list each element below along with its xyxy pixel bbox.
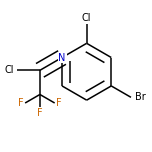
- Text: F: F: [56, 98, 62, 108]
- Text: Br: Br: [135, 92, 146, 102]
- Text: F: F: [18, 98, 24, 108]
- Text: Cl: Cl: [5, 65, 14, 75]
- Text: Cl: Cl: [82, 13, 91, 23]
- Text: N: N: [58, 53, 66, 62]
- Text: F: F: [37, 108, 43, 118]
